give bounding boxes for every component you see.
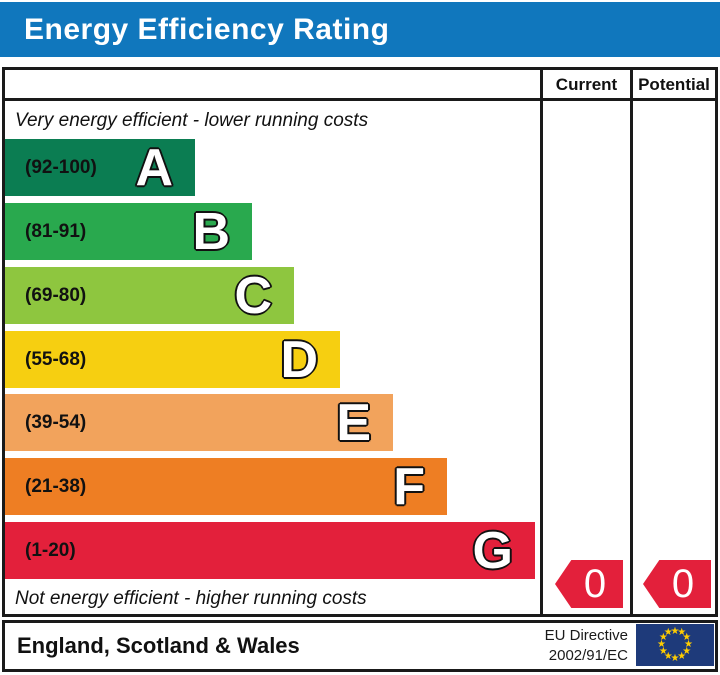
band-g: (1-20) G — [5, 522, 535, 579]
column-header-potential: Potential — [638, 75, 710, 94]
eu-flag-star: ★ — [677, 650, 687, 662]
column-header-current: Current — [555, 75, 618, 94]
band-letter: E — [335, 393, 372, 452]
band-letter: F — [392, 457, 426, 516]
eu-flag-star: ★ — [663, 650, 673, 662]
eu-flag-star: ★ — [677, 627, 687, 639]
current-column-divider — [540, 70, 543, 614]
eu-flag-star: ★ — [684, 639, 693, 650]
eu-flag-star: ★ — [663, 627, 673, 639]
eu-flag-star: ★ — [682, 645, 692, 657]
potential-rating-value: 0 — [671, 562, 695, 606]
top-note: Very energy efficient - lower running co… — [15, 110, 369, 131]
potential-column-divider — [630, 70, 633, 614]
header-underline — [5, 98, 715, 101]
band-range-label: (92-100) — [25, 156, 97, 178]
eu-flag-star: ★ — [658, 645, 668, 657]
eu-flag-star: ★ — [682, 632, 692, 644]
band-range-label: (21-38) — [25, 475, 87, 497]
band-letter: D — [279, 330, 319, 389]
band-range-label: (69-80) — [25, 284, 87, 306]
band-range-label: (81-91) — [25, 220, 87, 242]
page-title: Energy Efficiency Rating — [24, 13, 390, 46]
band-letter: C — [233, 266, 273, 325]
band-d: (55-68) D — [5, 331, 340, 388]
eu-flag-star: ★ — [657, 639, 666, 650]
band-c: (69-80) C — [5, 267, 294, 324]
band-b: (81-91) B — [5, 203, 252, 260]
band-e: (39-54) E — [5, 394, 393, 451]
footer: England, Scotland & Wales EU Directive 2… — [2, 620, 718, 672]
band-letter: B — [191, 202, 231, 261]
title-bar: Energy Efficiency Rating — [0, 2, 720, 57]
current-rating-value: 0 — [583, 562, 607, 606]
eu-directive-line1: EU Directive — [544, 627, 628, 644]
band-a: (92-100) A — [5, 139, 195, 196]
band-letter: G — [471, 521, 514, 580]
bottom-note: Not energy efficient - higher running co… — [15, 588, 367, 609]
current-rating-arrow: 0 — [555, 560, 623, 608]
band-range-label: (39-54) — [25, 411, 87, 433]
eu-flag-star: ★ — [670, 652, 680, 664]
potential-rating-arrow: 0 — [643, 560, 711, 608]
chart-area: Current Potential Very energy efficient … — [2, 67, 718, 617]
eu-flag-star: ★ — [670, 625, 680, 637]
band-range-label: (55-68) — [25, 348, 87, 370]
eu-flag: ★ ★ ★ ★ ★ ★ ★ ★ ★ ★ ★ ★ — [636, 624, 714, 666]
bands-container: (92-100) A (81-91) B (69-80) C (55-68) D (39-54)… — [5, 139, 715, 579]
eu-directive-label: EU Directive 2002/91/EC — [545, 626, 628, 666]
band-range-label: (1-20) — [25, 539, 76, 561]
eu-flag-star: ★ — [658, 632, 668, 644]
eu-directive-line2: 2002/91/EC — [548, 647, 628, 664]
band-letter: A — [134, 138, 174, 197]
region-label: England, Scotland & Wales — [17, 633, 300, 658]
band-f: (21-38) F — [5, 458, 447, 515]
